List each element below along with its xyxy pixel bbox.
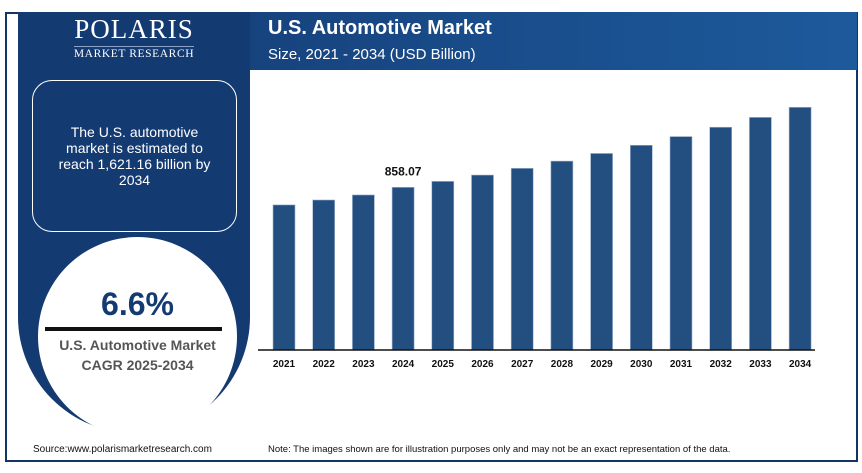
- chart-subtitle: Size, 2021 - 2034 (USD Billion): [268, 46, 476, 63]
- x-tick-label: 2023: [352, 359, 375, 370]
- bar-2022: [312, 199, 336, 351]
- cagr-label: U.S. Automotive Market CAGR 2025-2034: [38, 335, 237, 375]
- data-label-2024: 858.07: [385, 164, 422, 178]
- estimate-box: The U.S. automotive market is estimated …: [32, 80, 237, 232]
- bar-2034: [788, 107, 812, 351]
- x-tick-label: 2026: [471, 359, 494, 370]
- bar-chart: 2021 2022 2023 2024 858.07 2025 2026 2027 2028 20…: [258, 107, 815, 370]
- logo-tagline: MARKET RESEARCH: [73, 46, 195, 60]
- x-tick-label: 2031: [670, 359, 693, 370]
- x-tick-label: 2024: [392, 359, 415, 370]
- cagr-circle: [38, 237, 237, 436]
- disclaimer-note: Note: The images shown are for illustrat…: [268, 444, 731, 455]
- bar-2032: [709, 126, 733, 351]
- bar-2024: [391, 187, 415, 351]
- x-tick-label: 2030: [630, 359, 653, 370]
- bar-2029: [590, 153, 613, 351]
- bar-2021: [272, 204, 296, 351]
- x-tick-label: 2022: [313, 359, 336, 370]
- x-tick-label: 2027: [511, 359, 534, 370]
- bar-2025: [431, 181, 455, 351]
- x-tick-label: 2028: [551, 359, 574, 370]
- bar-2027: [510, 168, 534, 351]
- cagr-divider: [45, 327, 222, 331]
- bar-2031: [669, 136, 693, 351]
- bar-2030: [629, 144, 653, 351]
- source-text: Source:www.polarismarketresearch.com: [33, 444, 212, 455]
- logo-name: POLARIS: [74, 14, 194, 44]
- bar-2028: [550, 160, 574, 351]
- estimate-text: The U.S. automotive market is estimated …: [58, 124, 211, 188]
- x-tick-label: 2025: [432, 359, 455, 370]
- cagr-label-text: U.S. Automotive Market CAGR 2025-2034: [59, 337, 216, 373]
- x-tick-label: 2033: [749, 359, 772, 370]
- bar-2033: [749, 117, 772, 351]
- x-tick-label: 2034: [789, 359, 812, 370]
- cagr-value: 6.6%: [101, 286, 174, 322]
- x-tick-label: 2032: [710, 359, 733, 370]
- bar-2023: [352, 194, 375, 351]
- polaris-logo: POLARIS MARKET RESEARCH: [18, 14, 250, 62]
- bar-2026: [471, 174, 494, 351]
- chart-title: U.S. Automotive Market: [268, 17, 492, 39]
- x-tick-label: 2029: [590, 359, 613, 370]
- x-tick-label: 2021: [273, 359, 296, 370]
